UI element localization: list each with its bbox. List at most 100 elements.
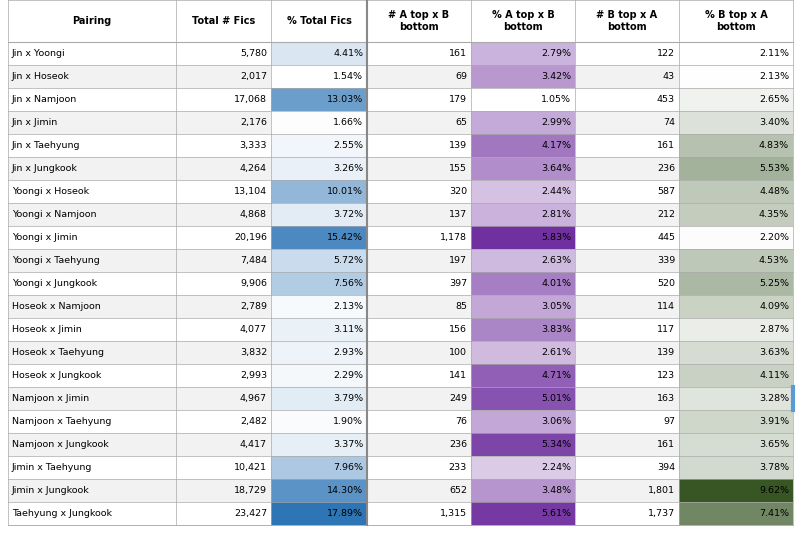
Text: 4.48%: 4.48% bbox=[759, 187, 789, 196]
Bar bbox=[271, 42, 367, 65]
Text: 74: 74 bbox=[663, 118, 675, 127]
Text: 10,421: 10,421 bbox=[234, 463, 267, 472]
Bar bbox=[679, 318, 793, 341]
Text: 1.90%: 1.90% bbox=[333, 417, 363, 426]
Text: 3.48%: 3.48% bbox=[541, 486, 571, 495]
Text: 2.63%: 2.63% bbox=[541, 256, 571, 265]
Text: 3.91%: 3.91% bbox=[759, 417, 789, 426]
Bar bbox=[471, 364, 575, 387]
Bar bbox=[679, 341, 793, 364]
Text: 4,264: 4,264 bbox=[240, 164, 267, 173]
Text: 3.65%: 3.65% bbox=[759, 440, 789, 449]
Text: Namjoon x Taehyung: Namjoon x Taehyung bbox=[12, 417, 111, 426]
Text: 4.11%: 4.11% bbox=[759, 371, 789, 380]
Text: 163: 163 bbox=[657, 394, 675, 403]
Bar bbox=[271, 318, 367, 341]
Text: 69: 69 bbox=[455, 72, 467, 81]
Text: 161: 161 bbox=[657, 141, 675, 150]
Text: Yoongi x Namjoon: Yoongi x Namjoon bbox=[12, 210, 96, 219]
Text: Hoseok x Namjoon: Hoseok x Namjoon bbox=[12, 302, 101, 311]
Text: 4.71%: 4.71% bbox=[541, 371, 571, 380]
Bar bbox=[679, 410, 793, 433]
Text: Taehyung x Jungkook: Taehyung x Jungkook bbox=[12, 509, 112, 518]
Text: 3.06%: 3.06% bbox=[541, 417, 571, 426]
Text: 212: 212 bbox=[657, 210, 675, 219]
Text: 587: 587 bbox=[657, 187, 675, 196]
Text: 3.83%: 3.83% bbox=[541, 325, 571, 334]
Bar bbox=[679, 295, 793, 318]
Bar bbox=[8, 111, 793, 134]
Bar bbox=[471, 134, 575, 157]
Text: 2.93%: 2.93% bbox=[333, 348, 363, 357]
Text: 7.56%: 7.56% bbox=[333, 279, 363, 288]
Bar bbox=[679, 88, 793, 111]
Text: 520: 520 bbox=[657, 279, 675, 288]
Text: Yoongi x Taehyung: Yoongi x Taehyung bbox=[12, 256, 100, 265]
Text: 2.20%: 2.20% bbox=[759, 233, 789, 242]
Text: 117: 117 bbox=[657, 325, 675, 334]
Text: 141: 141 bbox=[449, 371, 467, 380]
Text: Hoseok x Jungkook: Hoseok x Jungkook bbox=[12, 371, 102, 380]
Text: 3.26%: 3.26% bbox=[333, 164, 363, 173]
Text: 3.40%: 3.40% bbox=[759, 118, 789, 127]
Text: 453: 453 bbox=[657, 95, 675, 104]
Bar bbox=[471, 479, 575, 502]
Bar bbox=[271, 456, 367, 479]
Bar bbox=[8, 502, 793, 525]
Bar bbox=[8, 65, 793, 88]
Text: Jin x Yoongi: Jin x Yoongi bbox=[12, 49, 66, 58]
Text: 5,780: 5,780 bbox=[240, 49, 267, 58]
Text: 2.44%: 2.44% bbox=[541, 187, 571, 196]
Text: 4,077: 4,077 bbox=[240, 325, 267, 334]
Bar bbox=[8, 341, 793, 364]
Bar bbox=[271, 88, 367, 111]
Text: 10.01%: 10.01% bbox=[327, 187, 363, 196]
Text: 1,737: 1,737 bbox=[648, 509, 675, 518]
Bar bbox=[8, 295, 793, 318]
Text: 652: 652 bbox=[449, 486, 467, 495]
Bar bbox=[471, 42, 575, 65]
Bar bbox=[471, 157, 575, 180]
Bar bbox=[471, 180, 575, 203]
Text: 197: 197 bbox=[449, 256, 467, 265]
Text: 155: 155 bbox=[449, 164, 467, 173]
Text: 3.28%: 3.28% bbox=[759, 394, 789, 403]
Bar bbox=[679, 249, 793, 272]
Text: 3.79%: 3.79% bbox=[333, 394, 363, 403]
Text: 1.05%: 1.05% bbox=[541, 95, 571, 104]
Text: 1,178: 1,178 bbox=[440, 233, 467, 242]
Bar bbox=[271, 433, 367, 456]
Bar bbox=[679, 42, 793, 65]
Text: 100: 100 bbox=[449, 348, 467, 357]
Text: 1.66%: 1.66% bbox=[333, 118, 363, 127]
Text: 5.72%: 5.72% bbox=[333, 256, 363, 265]
Text: 236: 236 bbox=[657, 164, 675, 173]
Text: 7.96%: 7.96% bbox=[333, 463, 363, 472]
Text: 5.53%: 5.53% bbox=[759, 164, 789, 173]
Bar bbox=[271, 249, 367, 272]
Text: 2.87%: 2.87% bbox=[759, 325, 789, 334]
Text: 2.81%: 2.81% bbox=[541, 210, 571, 219]
Bar bbox=[679, 157, 793, 180]
Text: 445: 445 bbox=[657, 233, 675, 242]
Bar bbox=[471, 295, 575, 318]
Bar bbox=[8, 203, 793, 226]
Text: 2.99%: 2.99% bbox=[541, 118, 571, 127]
Text: 2,993: 2,993 bbox=[239, 371, 267, 380]
Text: 161: 161 bbox=[449, 49, 467, 58]
Text: 139: 139 bbox=[449, 141, 467, 150]
Text: 76: 76 bbox=[455, 417, 467, 426]
Text: 5.01%: 5.01% bbox=[541, 394, 571, 403]
Text: 2.13%: 2.13% bbox=[759, 72, 789, 81]
Bar bbox=[471, 433, 575, 456]
Text: 156: 156 bbox=[449, 325, 467, 334]
Text: % Total Fics: % Total Fics bbox=[287, 16, 352, 26]
Text: 3,832: 3,832 bbox=[239, 348, 267, 357]
Text: 2,482: 2,482 bbox=[240, 417, 267, 426]
Bar bbox=[471, 410, 575, 433]
Text: 4.83%: 4.83% bbox=[759, 141, 789, 150]
Text: 320: 320 bbox=[449, 187, 467, 196]
Bar bbox=[271, 502, 367, 525]
Text: 249: 249 bbox=[449, 394, 467, 403]
Bar bbox=[271, 387, 367, 410]
